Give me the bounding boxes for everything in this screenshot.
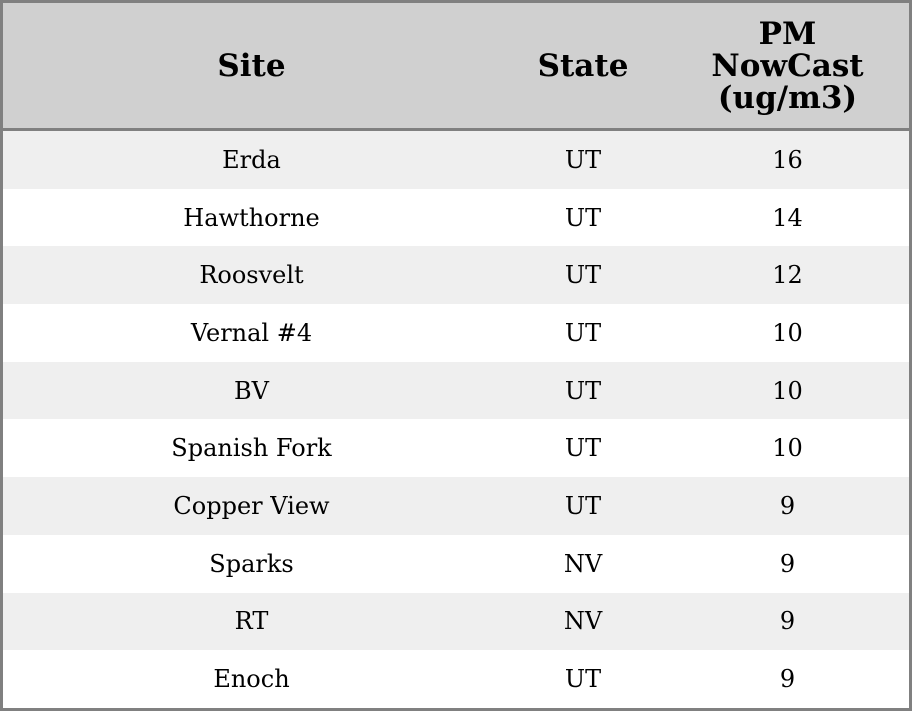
cell-state: UT [564,145,602,174]
table-row: Copper View UT 9 [3,477,909,535]
cell-pm: 9 [779,491,796,520]
cell-site: RT [234,607,269,636]
cell-site: Copper View [173,491,330,520]
cell-site: Erda [222,145,281,174]
table-header: Site State PM NowCast (ug/m3) [3,3,909,131]
cell-state: UT [564,434,602,463]
table-row: Spanish Fork UT 10 [3,419,909,478]
table-row: BV UT 10 [3,361,909,420]
cell-pm: 16 [772,145,803,174]
cell-state: NV [563,607,603,636]
table-row: Enoch UT 9 [3,650,909,708]
table-row: Sparks NV 9 [3,534,909,593]
cell-pm: 14 [772,203,803,232]
cell-pm: 10 [772,434,803,463]
table-row: Vernal #4 UT 10 [3,304,909,362]
cell-pm: 9 [779,549,796,578]
header-state: State [537,47,629,84]
cell-site: Roosvelt [199,261,304,290]
cell-site: BV [234,376,269,405]
cell-state: UT [564,665,602,694]
cell-state: UT [564,203,602,232]
cell-pm: 9 [779,665,796,694]
cell-pm: 9 [779,607,796,636]
cell-state: NV [563,549,603,578]
cell-site: Hawthorne [183,203,320,232]
cell-site: Spanish Fork [171,434,332,463]
cell-site: Vernal #4 [190,318,313,347]
header-site: Site [217,47,286,84]
table-row: RT NV 9 [3,592,909,651]
cell-state: UT [564,491,602,520]
table-row: Roosvelt UT 12 [3,246,909,305]
cell-state: UT [564,376,602,405]
cell-state: UT [564,261,602,290]
table-body: Erda UT 16 Hawthorne UT 14 Roosvelt UT 12 Vernal … [3,131,909,708]
cell-pm: 10 [772,376,803,405]
cell-site: Enoch [213,665,290,694]
table-row: Erda UT 16 [3,131,909,189]
cell-pm: 10 [772,318,803,347]
table-row: Hawthorne UT 14 [3,188,909,247]
header-pm-nowcast: PM NowCast (ug/m3) [711,15,864,116]
cell-state: UT [564,318,602,347]
cell-site: Sparks [209,549,294,578]
cell-pm: 12 [772,261,803,290]
